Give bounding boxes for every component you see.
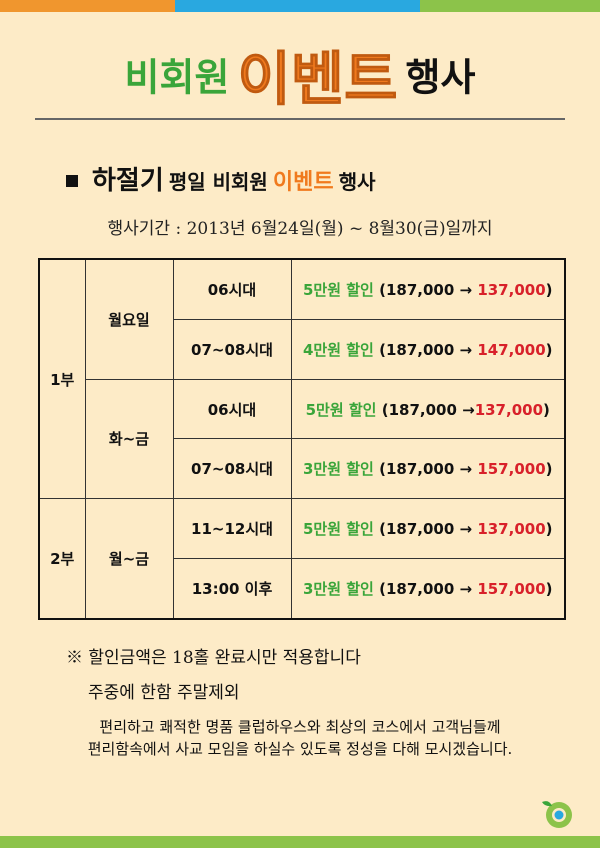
- price-original: (187,000 →: [381, 400, 475, 419]
- top-bar-orange: [0, 0, 175, 12]
- day-label: 화~금: [84, 378, 174, 500]
- price-new: 137,000: [477, 281, 546, 300]
- bottom-color-bar: [0, 836, 600, 848]
- table-row: 13:00 이후 3만원 할인 (187,000 → 157,000): [39, 557, 566, 620]
- title-part1: 비회원: [124, 55, 230, 100]
- time-cell: 13:00 이후: [172, 557, 292, 620]
- price-cell: 5만원 할인 (187,000 → 137,000): [290, 498, 566, 559]
- price-cell: 5만원 할인 (187,000 → 137,000): [290, 258, 566, 321]
- discount-text: 3만원 할인: [303, 460, 374, 479]
- title-divider: [35, 118, 565, 120]
- table-row: 2부 월~금 11~12시대 5만원 할인 (187,000 → 137,000…: [38, 498, 566, 620]
- session-label: 2부: [38, 498, 86, 620]
- price-original: (187,000 →: [379, 460, 478, 479]
- club-logo-icon: [542, 801, 572, 828]
- table-row: 07~08시대 3만원 할인 (187,000 → 157,000): [39, 438, 566, 500]
- price-new: 147,000: [477, 341, 546, 360]
- closing-line2: 편리함속에서 사교 모임을 하실수 있도록 정성을 다해 모시겠습니다.: [87, 740, 513, 758]
- table-row: 화~금 06시대 5만원 할인 (187,000 →137,000): [39, 378, 566, 500]
- time-cell: 07~08시대: [172, 438, 292, 500]
- top-bar-green: [420, 0, 600, 12]
- price-close: ): [545, 281, 553, 300]
- top-color-bar: [0, 0, 600, 12]
- table-row: 07~08시대 4만원 할인 (187,000 → 147,000): [39, 319, 566, 380]
- title-part2: 이벤트: [237, 45, 398, 114]
- subtitle: 하절기 평일 비회원 이벤트 행사: [66, 160, 376, 197]
- discount-table: 1부 월요일 06시대 5만원 할인 (187,000 → 137,000) 0…: [38, 258, 566, 620]
- subtitle-suffix: 행사: [338, 170, 376, 194]
- time-cell: 06시대: [172, 378, 292, 440]
- discount-text: 3만원 할인: [303, 579, 374, 598]
- price-close: ): [545, 579, 553, 598]
- discount-text: 5만원 할인: [303, 519, 374, 538]
- price-close: ): [545, 460, 553, 479]
- price-cell: 4만원 할인 (187,000 → 147,000): [290, 319, 566, 380]
- price-close: ): [543, 400, 550, 419]
- page-title: 비회원 이벤트 행사: [0, 32, 600, 116]
- price-new: 157,000: [477, 460, 546, 479]
- subtitle-weekday: 평일 비회원: [168, 170, 268, 194]
- price-new: 137,000: [474, 400, 544, 419]
- discount-text: 5만원 할인: [303, 281, 374, 300]
- discount-text: 5만원 할인: [305, 400, 377, 419]
- discount-text: 4만원 할인: [303, 341, 374, 360]
- top-bar-blue: [175, 0, 420, 12]
- price-cell: 3만원 할인 (187,000 → 157,000): [290, 557, 566, 620]
- subtitle-season: 하절기: [92, 166, 164, 196]
- time-cell: 06시대: [172, 258, 292, 321]
- day-label: 월~금: [84, 498, 174, 620]
- price-new: 137,000: [477, 519, 546, 538]
- square-bullet-icon: [66, 174, 78, 187]
- price-new: 157,000: [477, 579, 546, 598]
- price-cell: 5만원 할인 (187,000 →137,000): [290, 378, 566, 440]
- event-period: 행사기간 : 2013년 6월24일(월) ~ 8월30(금)일까지: [107, 219, 493, 239]
- price-original: (187,000 →: [379, 519, 478, 538]
- price-original: (187,000 →: [379, 281, 478, 300]
- price-original: (187,000 →: [379, 579, 478, 598]
- price-cell: 3만원 할인 (187,000 → 157,000): [290, 438, 566, 500]
- session-label: 1부: [38, 258, 86, 500]
- time-cell: 07~08시대: [172, 319, 292, 380]
- note-line1: ※ 할인금액은 18홀 완료시만 적용합니다: [66, 648, 361, 668]
- price-original: (187,000 →: [379, 341, 478, 360]
- price-close: ): [545, 341, 553, 360]
- price-close: ): [545, 519, 553, 538]
- note-line2: 주중에 한함 주말제외: [88, 683, 240, 703]
- subtitle-event: 이벤트: [272, 170, 334, 195]
- table-row: 1부 월요일 06시대 5만원 할인 (187,000 → 137,000): [38, 258, 566, 500]
- title-part3: 행사: [405, 55, 476, 100]
- time-cell: 11~12시대: [172, 498, 292, 559]
- day-label: 월요일: [84, 258, 174, 380]
- closing-line1: 편리하고 쾌적한 명품 클럽하우스와 최상의 코스에서 고객님들께: [99, 718, 501, 736]
